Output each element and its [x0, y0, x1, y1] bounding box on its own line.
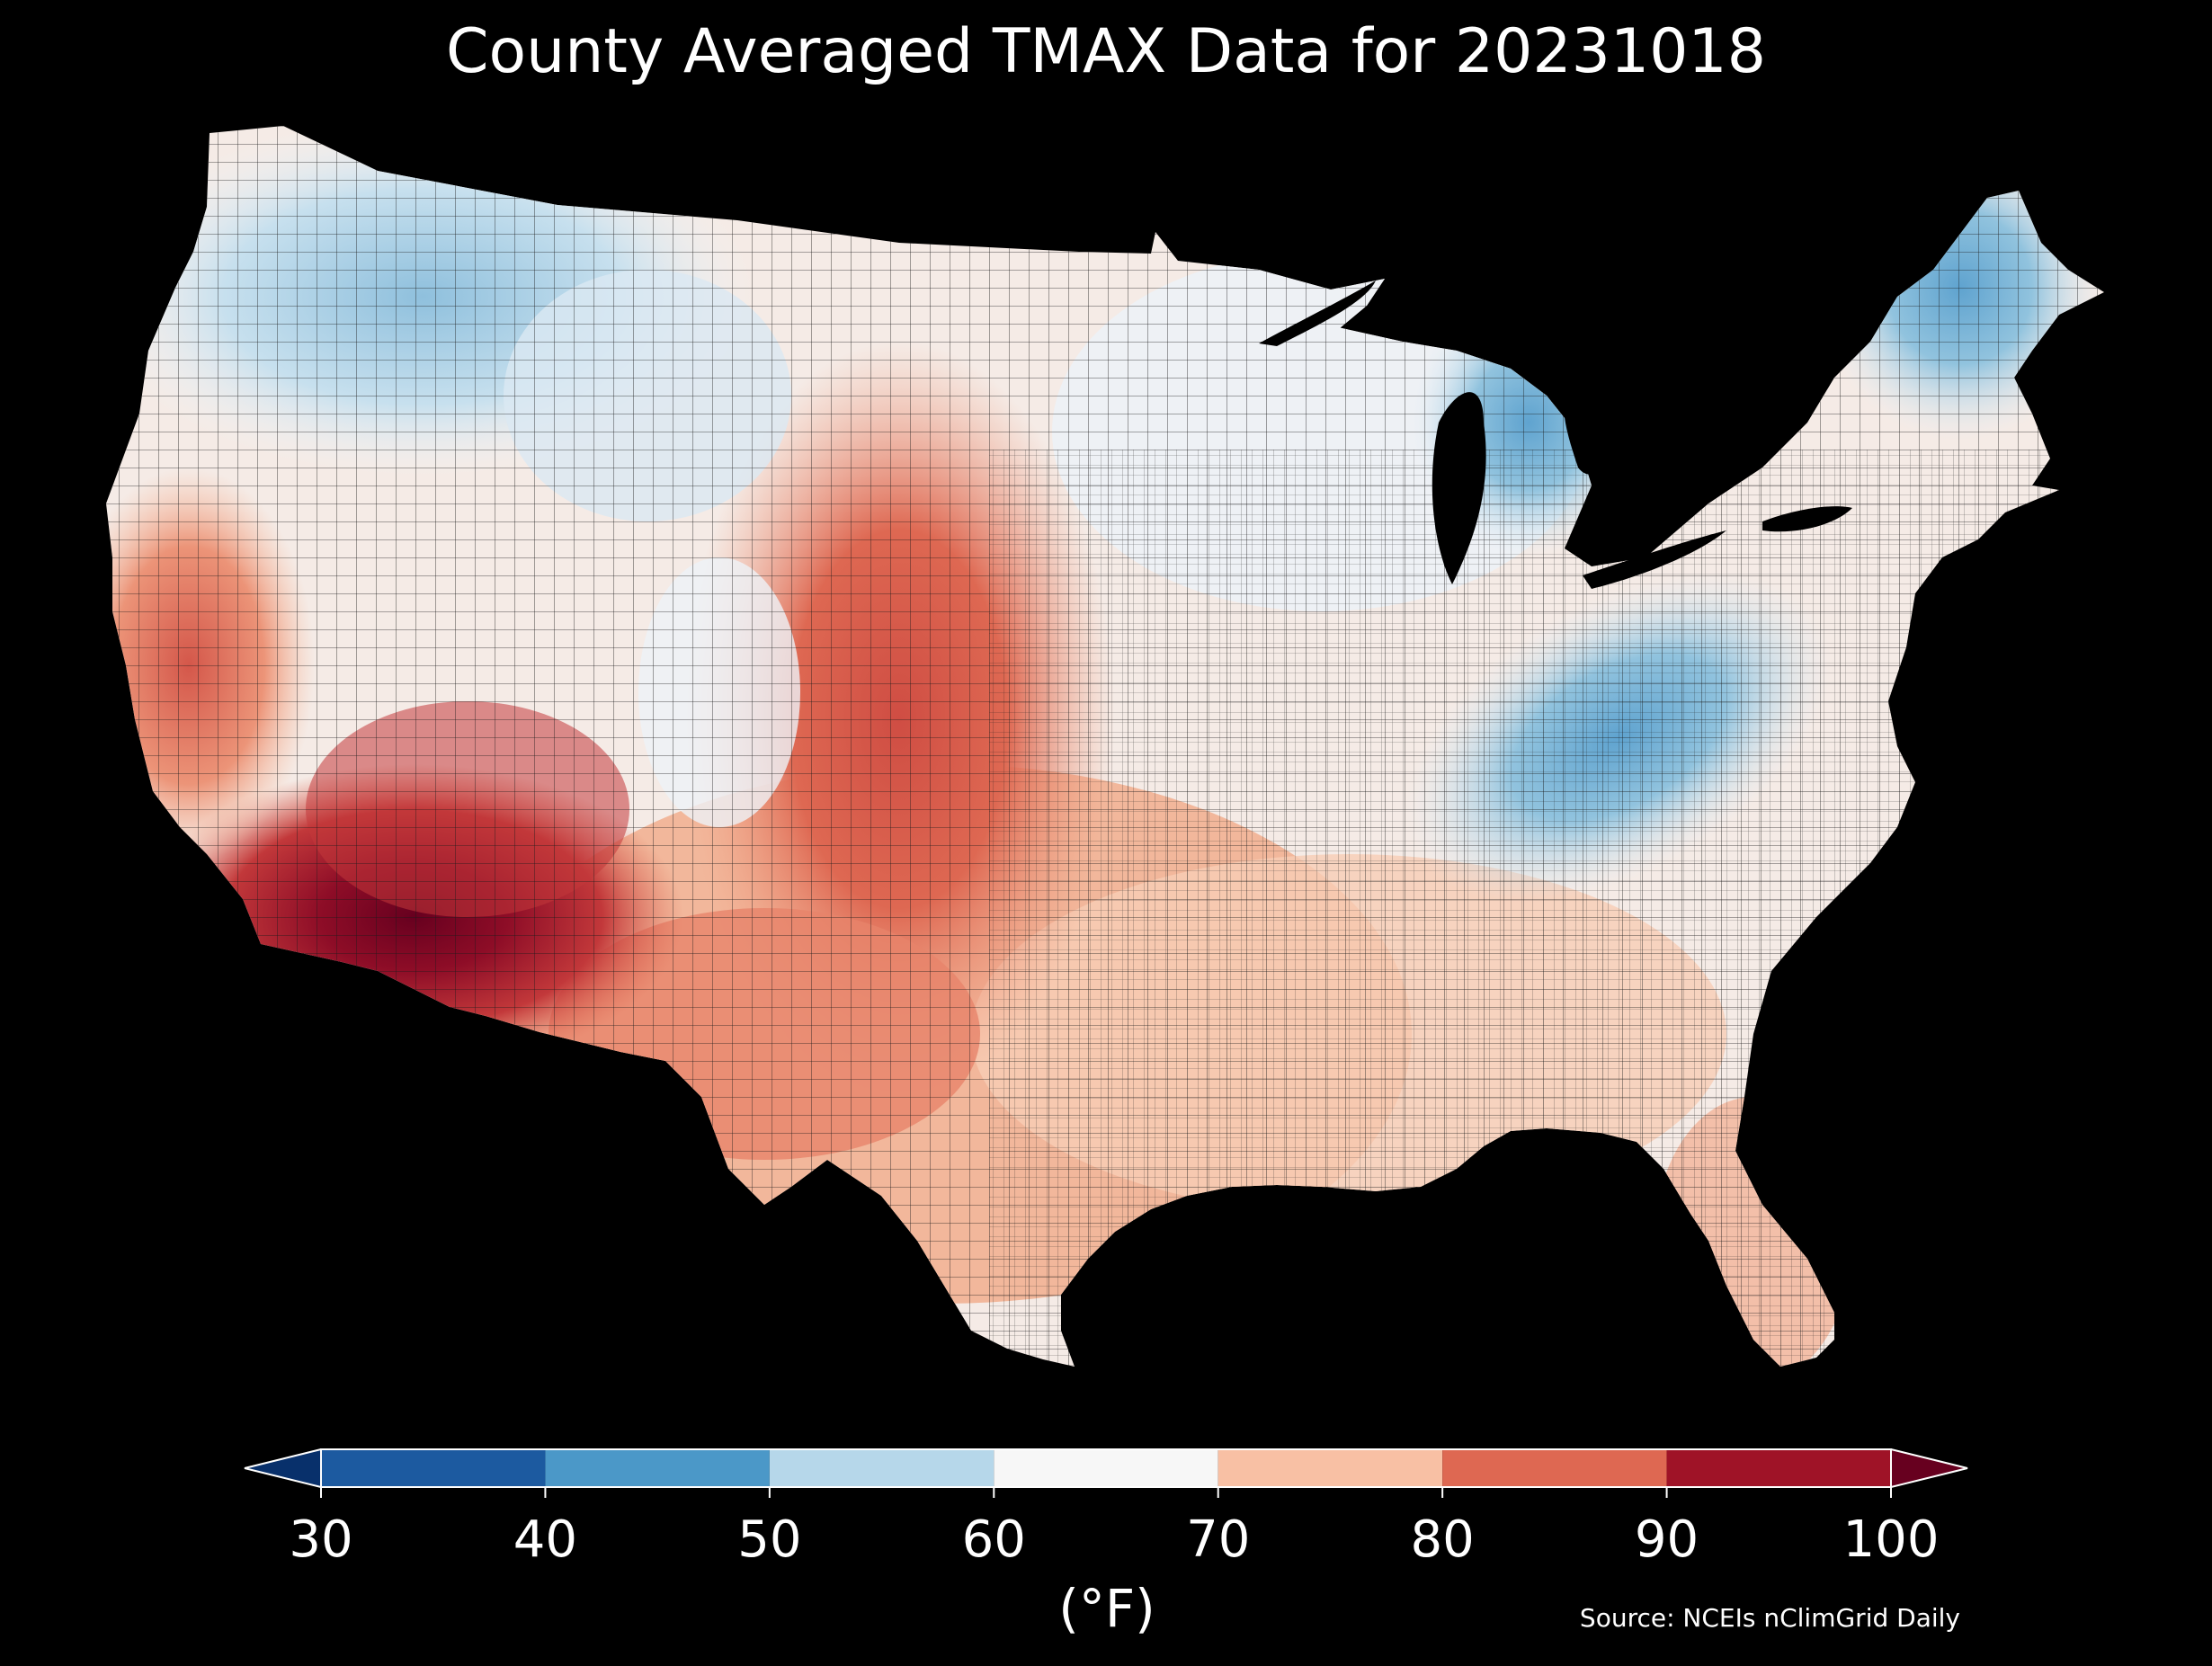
colorbar-bin-80-90 — [1442, 1449, 1667, 1487]
colorbar-tick-label: 80 — [1410, 1510, 1475, 1569]
colorbar-over-triangle — [1891, 1449, 1967, 1487]
colorbar-tick-label: 100 — [1842, 1510, 1940, 1569]
source-credit: Source: NCEIs nClimGrid Daily — [1579, 1603, 1960, 1633]
colorbar-tick-label: 70 — [1186, 1510, 1251, 1569]
colorbar-bin-60-70 — [994, 1449, 1218, 1487]
map-title: County Averaged TMAX Data for 20231018 — [446, 16, 1766, 87]
colorbar-outline — [320, 1448, 1892, 1488]
colorbar-unit-label: (°F) — [1058, 1578, 1155, 1639]
colorbar-tick-label: 50 — [737, 1510, 802, 1569]
colorbar-tick-label: 30 — [289, 1510, 353, 1569]
colorbar-bin-40-50 — [545, 1449, 770, 1487]
colorbar-tick-label: 40 — [513, 1510, 578, 1569]
colorbar-tick-label: 90 — [1634, 1510, 1699, 1569]
colorbar-bin-50-60 — [769, 1449, 995, 1487]
great-lakes — [1259, 281, 1852, 589]
colorbar-under-triangle — [245, 1449, 321, 1487]
colorbar-bin-70-80 — [1217, 1449, 1443, 1487]
colorbar-tick-label: 60 — [961, 1510, 1026, 1569]
colorbar-bin-30-40 — [321, 1449, 546, 1487]
colorbar-bin-90-100 — [1666, 1449, 1891, 1487]
